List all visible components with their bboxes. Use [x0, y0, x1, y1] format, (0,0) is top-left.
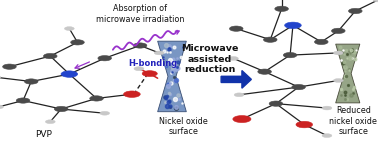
Circle shape [333, 51, 343, 55]
Circle shape [64, 27, 74, 30]
Circle shape [228, 56, 238, 60]
Circle shape [233, 116, 251, 123]
Circle shape [0, 105, 3, 109]
Text: Reduced
nickel oxide
surface: Reduced nickel oxide surface [330, 106, 377, 136]
Circle shape [322, 106, 332, 110]
Circle shape [90, 96, 103, 101]
Circle shape [332, 28, 345, 34]
Text: H-bonding: H-bonding [129, 59, 178, 68]
Circle shape [285, 22, 301, 29]
Circle shape [142, 71, 157, 77]
Circle shape [3, 64, 16, 69]
Circle shape [314, 39, 328, 45]
Circle shape [54, 106, 68, 112]
Circle shape [134, 67, 144, 71]
Circle shape [61, 71, 77, 77]
Circle shape [292, 84, 305, 90]
Polygon shape [336, 44, 360, 103]
Circle shape [124, 91, 140, 97]
Circle shape [133, 43, 147, 48]
Text: PVP: PVP [35, 130, 52, 139]
Circle shape [269, 101, 283, 106]
Text: Nickel oxide
surface: Nickel oxide surface [159, 117, 208, 136]
Circle shape [43, 54, 57, 59]
Circle shape [71, 40, 84, 45]
Circle shape [45, 120, 55, 124]
Circle shape [229, 26, 243, 31]
Circle shape [333, 78, 343, 82]
Circle shape [284, 52, 297, 58]
Circle shape [258, 69, 271, 74]
Circle shape [349, 8, 362, 14]
Circle shape [322, 134, 332, 138]
Text: Microwave
assisted
reduction: Microwave assisted reduction [181, 44, 239, 74]
Circle shape [154, 51, 164, 55]
Circle shape [100, 111, 110, 115]
Circle shape [234, 93, 244, 97]
Circle shape [373, 0, 378, 2]
Circle shape [275, 6, 288, 11]
Circle shape [263, 37, 277, 42]
Polygon shape [158, 41, 186, 112]
Circle shape [296, 121, 313, 128]
Circle shape [25, 79, 38, 84]
FancyArrow shape [221, 71, 251, 88]
Circle shape [98, 56, 112, 61]
Circle shape [16, 98, 30, 103]
Circle shape [0, 75, 1, 79]
Text: Absorption of
microwave irradiation: Absorption of microwave irradiation [96, 4, 184, 24]
